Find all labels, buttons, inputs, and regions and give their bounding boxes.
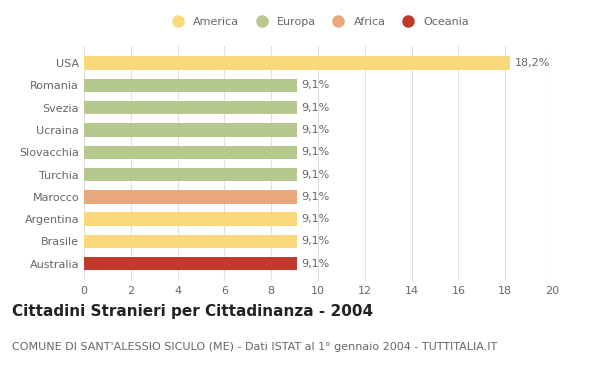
Text: 9,1%: 9,1% bbox=[302, 259, 330, 269]
Text: 18,2%: 18,2% bbox=[515, 58, 550, 68]
Text: 9,1%: 9,1% bbox=[302, 214, 330, 224]
Bar bbox=[84, 212, 297, 226]
Bar bbox=[84, 168, 297, 181]
Text: 9,1%: 9,1% bbox=[302, 147, 330, 157]
Bar bbox=[84, 146, 297, 159]
Bar bbox=[84, 190, 297, 204]
Text: 9,1%: 9,1% bbox=[302, 80, 330, 90]
Legend: America, Europa, Africa, Oceania: America, Europa, Africa, Oceania bbox=[163, 13, 473, 30]
Bar bbox=[84, 257, 297, 271]
Bar bbox=[84, 101, 297, 114]
Text: 9,1%: 9,1% bbox=[302, 236, 330, 247]
Bar bbox=[84, 79, 297, 92]
Text: COMUNE DI SANT'ALESSIO SICULO (ME) - Dati ISTAT al 1° gennaio 2004 - TUTTITALIA.: COMUNE DI SANT'ALESSIO SICULO (ME) - Dat… bbox=[12, 342, 497, 352]
Bar bbox=[84, 56, 510, 70]
Text: 9,1%: 9,1% bbox=[302, 125, 330, 135]
Text: 9,1%: 9,1% bbox=[302, 103, 330, 112]
Bar bbox=[84, 235, 297, 248]
Bar bbox=[84, 123, 297, 137]
Text: 9,1%: 9,1% bbox=[302, 169, 330, 180]
Text: 9,1%: 9,1% bbox=[302, 192, 330, 202]
Text: Cittadini Stranieri per Cittadinanza - 2004: Cittadini Stranieri per Cittadinanza - 2… bbox=[12, 304, 373, 319]
